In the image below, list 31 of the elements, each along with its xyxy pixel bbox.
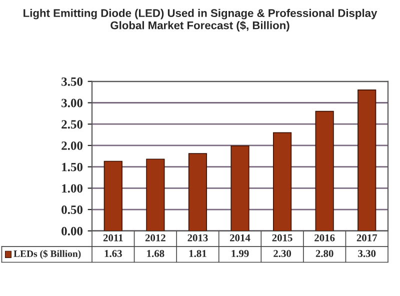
legend-label: LEDs ($ Billion) [14, 250, 81, 259]
data-label: 2.30 [274, 250, 292, 258]
chart-title: Light Emitting Diode (LED) Used in Signage & Professional Display Global Market Forecast ($, Billion) [24, 8, 378, 32]
x-tick-label: 2014 [230, 234, 250, 242]
bar [230, 145, 250, 231]
x-tick-label: 2012 [145, 234, 166, 242]
y-tick-label: 1.00 [62, 184, 82, 193]
bar [104, 160, 122, 231]
y-tick-label: 0.00 [62, 226, 82, 236]
bar [358, 90, 376, 231]
bar [272, 132, 292, 231]
y-tick-label: 2.00 [62, 141, 82, 150]
y-tick-label: 2.50 [62, 120, 82, 129]
x-tick-label: 2016 [314, 234, 335, 242]
data-label: 2.80 [316, 250, 334, 258]
y-tick-label: 0.50 [62, 206, 82, 214]
y-tick-label: 3.00 [62, 98, 82, 108]
data-label: 1.81 [189, 250, 206, 258]
bar [315, 110, 334, 231]
data-label: 1.63 [104, 250, 122, 258]
bar [146, 158, 165, 231]
bar [188, 153, 208, 231]
data-label: 1.68 [147, 250, 164, 258]
y-tick-label: 1.50 [62, 162, 82, 172]
data-label: 3.30 [358, 250, 376, 258]
x-tick-label: 2017 [356, 234, 378, 242]
x-tick-label: 2015 [272, 234, 292, 242]
data-label: 1.99 [232, 250, 249, 258]
x-tick-label: 2013 [188, 234, 208, 242]
y-tick-label: 3.50 [62, 77, 82, 86]
x-tick-label: 2011 [103, 234, 123, 242]
